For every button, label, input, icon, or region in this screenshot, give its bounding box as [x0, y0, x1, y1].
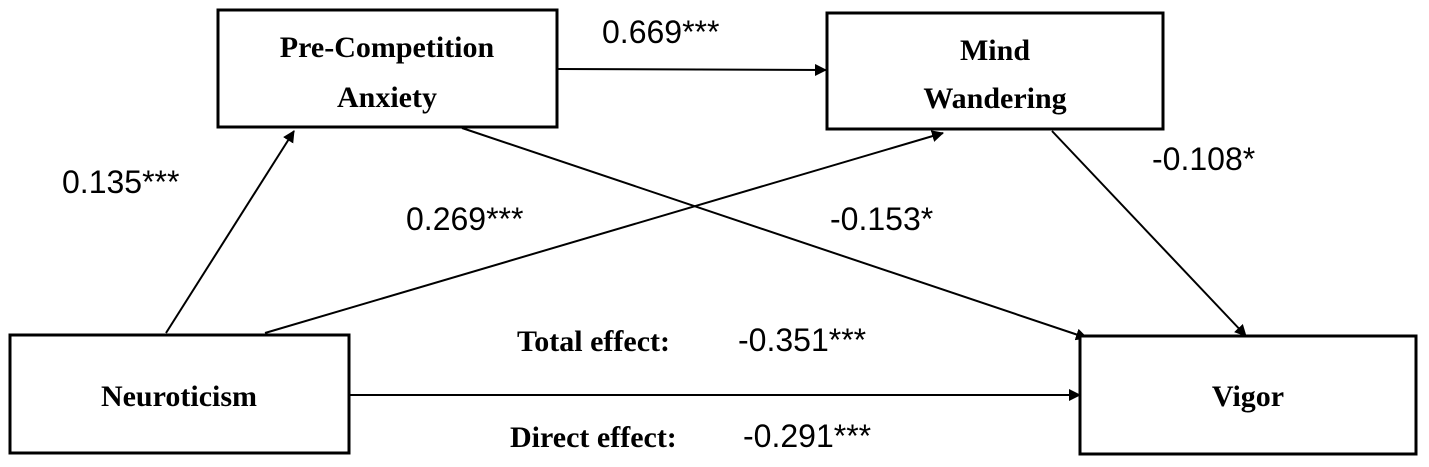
- node-anxiety-label-line1: Pre-Competition: [280, 31, 495, 64]
- coef-neuroticism-to-anxiety: 0.135***: [62, 164, 179, 200]
- edge-mind-to-vigor: [1051, 130, 1247, 337]
- node-vigor-label: Vigor: [1212, 380, 1284, 413]
- coef-neuroticism-to-mind: 0.269***: [406, 201, 523, 237]
- coef-anxiety-to-mind: 0.669***: [602, 14, 719, 50]
- node-mind-label-line1: Mind: [960, 34, 1030, 67]
- node-anxiety-label-line2: Anxiety: [337, 81, 437, 114]
- total-effect-value: -0.351***: [738, 322, 866, 358]
- total-effect-label: Total effect:: [517, 325, 670, 358]
- direct-effect-label: Direct effect:: [510, 421, 677, 454]
- coef-mind-to-vigor: -0.108*: [1152, 141, 1255, 177]
- node-pre-competition-anxiety: Pre-Competition Anxiety: [216, 8, 559, 129]
- direct-effect-value: -0.291***: [743, 418, 871, 454]
- edge-neuroticism-to-anxiety: [165, 130, 295, 334]
- edge-anxiety-to-vigor: [461, 127, 1088, 341]
- edge-neuroticism-to-mind: [264, 130, 944, 334]
- node-mind-wandering: Mind Wandering: [825, 11, 1165, 131]
- node-neuroticism-label: Neuroticism: [101, 380, 257, 413]
- node-vigor: Vigor: [1078, 334, 1418, 456]
- coef-anxiety-to-vigor: -0.153*: [830, 201, 933, 237]
- node-mind-label-line2: Wandering: [923, 82, 1066, 115]
- node-neuroticism: Neuroticism: [8, 333, 351, 455]
- edge-anxiety-to-mind: [556, 63, 827, 76]
